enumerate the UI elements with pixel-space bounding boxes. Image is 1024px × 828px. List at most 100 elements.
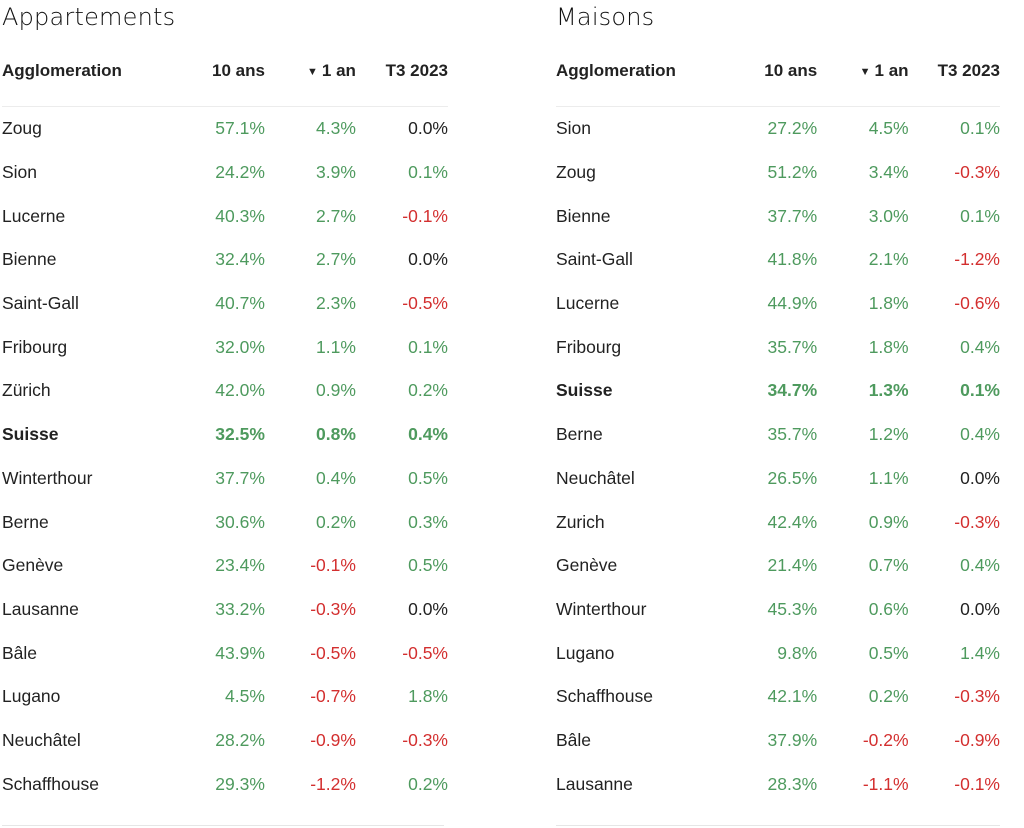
header-10-ans[interactable]: 10 ans bbox=[712, 36, 818, 107]
agglomeration-cell: Lausanne bbox=[2, 598, 79, 619]
header-t3-2023[interactable]: T3 2023 bbox=[355, 36, 448, 107]
ten-year-cell: 42.0% bbox=[215, 380, 265, 401]
one-year-cell: 2.7% bbox=[316, 249, 356, 270]
ten-year-cell: 35.7% bbox=[767, 424, 818, 445]
table-row: Berne 30.6% 0.2% 0.3% bbox=[2, 500, 448, 544]
t3-2023-cell: 0.0% bbox=[408, 598, 448, 619]
agglomeration-cell: Bâle bbox=[556, 729, 592, 750]
table-row: Winterthour 45.3% 0.6% 0.0% bbox=[556, 588, 1000, 632]
table-row: Fribourg 32.0% 1.1% 0.1% bbox=[2, 325, 448, 369]
ten-year-cell: 43.9% bbox=[215, 642, 265, 663]
one-year-cell: 0.2% bbox=[316, 511, 356, 532]
table-row: Schaffhouse 29.3% -1.2% 0.2% bbox=[2, 762, 448, 806]
ten-year-cell: 40.3% bbox=[215, 205, 265, 226]
agglomeration-cell: Lucerne bbox=[556, 293, 620, 314]
ten-year-cell: 37.9% bbox=[767, 729, 818, 750]
table-row: Bâle 37.9% -0.2% -0.9% bbox=[556, 719, 1000, 763]
ten-year-cell: 4.5% bbox=[225, 686, 265, 707]
ten-year-cell: 44.9% bbox=[767, 293, 818, 314]
header-1-an[interactable]: ▼ 1 an bbox=[817, 36, 909, 107]
t3-2023-cell: -0.1% bbox=[402, 205, 448, 226]
table-row: Lausanne 28.3% -1.1% -0.1% bbox=[556, 762, 1000, 806]
agglomeration-cell: Berne bbox=[556, 424, 603, 445]
houses-body: Sion 27.2% 4.5% 0.1% Zoug 51.2% 3.4% -0.3% Bienn… bbox=[556, 107, 1000, 807]
table-row: Lucerne 44.9% 1.8% -0.6% bbox=[556, 282, 1000, 326]
table-row: Lugano 4.5% -0.7% 1.8% bbox=[2, 675, 448, 719]
agglomeration-cell: Lausanne bbox=[556, 773, 633, 794]
one-year-cell: 2.3% bbox=[316, 293, 356, 314]
table-row: Lucerne 40.3% 2.7% -0.1% bbox=[2, 194, 448, 238]
t3-2023-cell: 0.4% bbox=[960, 555, 1000, 576]
one-year-cell: -0.1% bbox=[310, 555, 356, 576]
t3-2023-cell: 0.0% bbox=[960, 598, 1000, 619]
header-agglomeration[interactable]: Agglomeration bbox=[2, 36, 158, 107]
apartments-body: Zoug 57.1% 4.3% 0.0% Sion 24.2% 3.9% 0.1% Lucern… bbox=[2, 107, 448, 807]
table-row: Zoug 51.2% 3.4% -0.3% bbox=[556, 151, 1000, 195]
ten-year-cell: 23.4% bbox=[215, 555, 265, 576]
table-row: Bienne 37.7% 3.0% 0.1% bbox=[556, 194, 1000, 238]
t3-2023-cell: -0.3% bbox=[954, 686, 1000, 707]
houses-header-row: Agglomeration 10 ans ▼ 1 an T3 2023 bbox=[556, 36, 1000, 107]
t3-2023-cell: 1.8% bbox=[408, 686, 448, 707]
t3-2023-cell: -0.3% bbox=[954, 511, 1000, 532]
t3-2023-cell: 0.1% bbox=[408, 336, 448, 357]
agglomeration-cell: Bâle bbox=[2, 642, 38, 663]
one-year-cell: 2.1% bbox=[868, 249, 909, 270]
t3-2023-cell: -0.9% bbox=[954, 729, 1000, 750]
one-year-cell: -0.3% bbox=[310, 598, 356, 619]
apartments-panel: Appartements Agglomeration 10 ans ▼ 1 an … bbox=[2, 0, 448, 806]
agglomeration-cell: Bienne bbox=[2, 249, 57, 270]
agglomeration-cell: Berne bbox=[2, 511, 49, 532]
table-row: Neuchâtel 26.5% 1.1% 0.0% bbox=[556, 457, 1000, 501]
ten-year-cell: 29.3% bbox=[215, 773, 265, 794]
ten-year-cell: 30.6% bbox=[215, 511, 265, 532]
t3-2023-cell: -0.3% bbox=[954, 162, 1000, 183]
one-year-cell: -0.9% bbox=[310, 729, 356, 750]
agglomeration-cell: Zürich bbox=[2, 380, 51, 401]
one-year-cell: 0.9% bbox=[316, 380, 356, 401]
header-agglomeration[interactable]: Agglomeration bbox=[556, 36, 713, 107]
agglomeration-cell: Lucerne bbox=[2, 205, 66, 226]
one-year-cell: 1.1% bbox=[868, 467, 909, 488]
houses-panel: Maisons Agglomeration 10 ans ▼ 1 an T3 20… bbox=[556, 0, 1000, 806]
table-row: Neuchâtel 28.2% -0.9% -0.3% bbox=[2, 719, 448, 763]
header-1-an-label: 1 an bbox=[874, 61, 909, 80]
agglomeration-cell: Sion bbox=[2, 162, 38, 183]
t3-2023-cell: -0.1% bbox=[954, 773, 1000, 794]
table-row: Zoug 57.1% 4.3% 0.0% bbox=[2, 107, 448, 151]
ten-year-cell: 37.7% bbox=[215, 467, 265, 488]
ten-year-cell: 26.5% bbox=[767, 467, 818, 488]
table-row: Lugano 9.8% 0.5% 1.4% bbox=[556, 631, 1000, 675]
agglomeration-cell: Winterthour bbox=[2, 467, 93, 488]
t3-2023-cell: 0.3% bbox=[408, 511, 448, 532]
header-1-an[interactable]: ▼ 1 an bbox=[264, 36, 356, 107]
table-row: Schaffhouse 42.1% 0.2% -0.3% bbox=[556, 675, 1000, 719]
table-row: Fribourg 35.7% 1.8% 0.4% bbox=[556, 325, 1000, 369]
one-year-cell: 1.8% bbox=[868, 293, 909, 314]
ten-year-cell: 24.2% bbox=[215, 162, 265, 183]
header-1-an-label: 1 an bbox=[321, 61, 356, 80]
one-year-cell: 0.5% bbox=[868, 642, 909, 663]
header-t3-2023[interactable]: T3 2023 bbox=[908, 36, 1000, 107]
t3-2023-cell: 0.1% bbox=[960, 118, 1000, 139]
houses-bottom-divider bbox=[556, 825, 1000, 826]
agglomeration-cell: Winterthour bbox=[556, 598, 647, 619]
t3-2023-cell: 0.4% bbox=[408, 424, 448, 445]
agglomeration-cell: Suisse bbox=[556, 380, 613, 401]
ten-year-cell: 28.3% bbox=[767, 773, 818, 794]
table-row: Bâle 43.9% -0.5% -0.5% bbox=[2, 631, 448, 675]
agglomeration-cell: Lugano bbox=[556, 642, 615, 663]
agglomeration-cell: Bienne bbox=[556, 205, 611, 226]
ten-year-cell: 40.7% bbox=[215, 293, 265, 314]
ten-year-cell: 9.8% bbox=[777, 642, 818, 663]
ten-year-cell: 41.8% bbox=[767, 249, 818, 270]
t3-2023-cell: 0.1% bbox=[960, 380, 1000, 401]
agglomeration-cell: Neuchâtel bbox=[2, 729, 81, 750]
header-10-ans[interactable]: 10 ans bbox=[157, 36, 265, 107]
table-row: Winterthour 37.7% 0.4% 0.5% bbox=[2, 457, 448, 501]
table-row: Lausanne 33.2% -0.3% 0.0% bbox=[2, 588, 448, 632]
one-year-cell: -1.1% bbox=[862, 773, 909, 794]
one-year-cell: 1.8% bbox=[868, 336, 909, 357]
one-year-cell: 1.1% bbox=[316, 336, 356, 357]
one-year-cell: 0.9% bbox=[868, 511, 909, 532]
